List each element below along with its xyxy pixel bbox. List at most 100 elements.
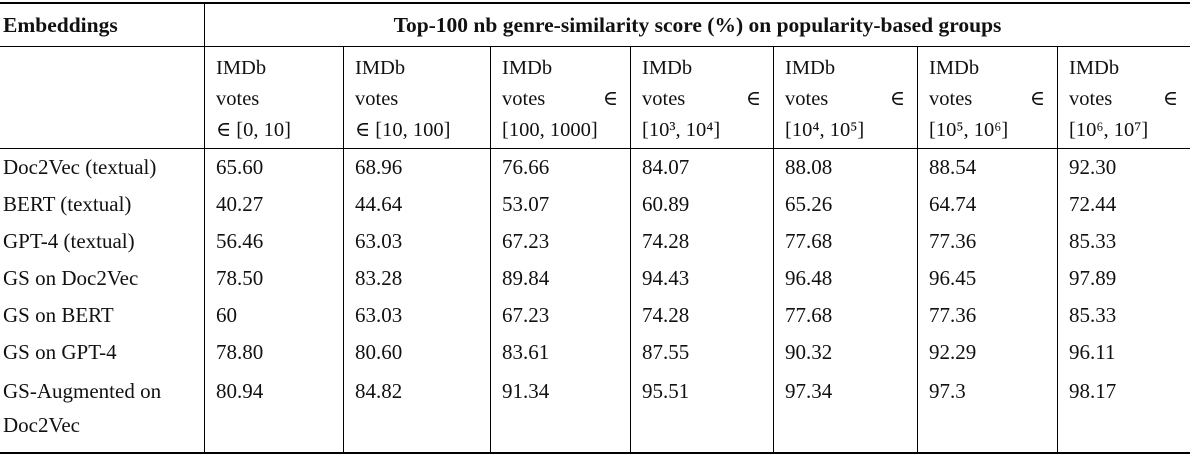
embeddings-column-header: Embeddings (0, 4, 204, 47)
column-header-line2-word: votes (785, 88, 829, 110)
column-header-line1: IMDb (502, 57, 553, 79)
row-label: GPT-4 (textual) (3, 229, 135, 253)
column-header-line2-word: votes (642, 88, 686, 110)
column-header-6: IMDb votes ∈ [10⁵, 10⁶] (917, 47, 1057, 149)
score-cell: 91.34 (490, 371, 630, 452)
score-cell: 65.26 (773, 186, 917, 223)
score-cell: 76.66 (490, 149, 630, 186)
score-cell: 97.3 (917, 371, 1057, 452)
column-header-line2: votes (355, 84, 478, 115)
score-cell: 67.23 (490, 297, 630, 334)
score-cell: 74.28 (630, 297, 773, 334)
score-cell: 77.68 (773, 297, 917, 334)
element-of-symbol: ∈ (745, 88, 761, 110)
score-cell: 77.36 (917, 297, 1057, 334)
row-label: Doc2Vec (textual) (3, 155, 157, 179)
score-cell: 53.07 (490, 186, 630, 223)
score-cell: 60.89 (630, 186, 773, 223)
column-header-range: [10⁶, 10⁷] (1069, 119, 1149, 141)
score-cell: 94.43 (630, 260, 773, 297)
element-of-symbol: ∈ (1162, 88, 1178, 110)
element-of-symbol: ∈ (889, 88, 905, 110)
score-cell: 84.82 (343, 371, 490, 452)
score-cell: 67.23 (490, 223, 630, 260)
score-cell: 63.03 (343, 297, 490, 334)
column-header-range: [10⁴, 10⁵] (785, 119, 865, 141)
element-of-symbol: ∈ (1029, 88, 1045, 110)
column-header-line2-word: votes (502, 88, 546, 110)
score-cell: 96.11 (1057, 334, 1190, 371)
column-header-7: IMDb votes ∈ [10⁶, 10⁷] (1057, 47, 1190, 149)
column-header-line2: votes ∈ (785, 84, 905, 115)
score-cell: 65.60 (204, 149, 343, 186)
score-cell: 97.34 (773, 371, 917, 452)
column-header-line2: votes ∈ (642, 84, 761, 115)
table-span-header: Top-100 nb genre-similarity score (%) on… (204, 4, 1190, 47)
column-header-3: IMDb votes ∈ [100, 1000] (490, 47, 630, 149)
score-cell: 84.07 (630, 149, 773, 186)
score-cell: 87.55 (630, 334, 773, 371)
score-cell: 63.03 (343, 223, 490, 260)
score-cell: 88.08 (773, 149, 917, 186)
column-header-range: [10⁵, 10⁶] (929, 119, 1009, 141)
score-cell: 83.28 (343, 260, 490, 297)
score-cell: 92.30 (1057, 149, 1190, 186)
score-cell: 85.33 (1057, 297, 1190, 334)
score-cell: 78.80 (204, 334, 343, 371)
score-cell: 64.74 (917, 186, 1057, 223)
column-header-2: IMDb votes ∈ [10, 100] (343, 47, 490, 149)
score-cell: 92.29 (917, 334, 1057, 371)
column-header-line1: IMDb (216, 57, 267, 79)
column-header-range: ∈ [0, 10] (216, 119, 291, 141)
column-header-range: [100, 1000] (502, 119, 598, 141)
score-cell: 95.51 (630, 371, 773, 452)
column-header-line2-word: votes (1069, 88, 1113, 110)
score-cell: 96.48 (773, 260, 917, 297)
column-header-range: [10³, 10⁴] (642, 119, 721, 141)
score-cell: 96.45 (917, 260, 1057, 297)
column-header-line1: IMDb (785, 57, 836, 79)
results-table: Embeddings Top-100 nb genre-similarity s… (0, 2, 1190, 454)
column-header-line1: IMDb (355, 57, 406, 79)
score-cell: 78.50 (204, 260, 343, 297)
element-of-symbol: ∈ (602, 88, 618, 110)
score-cell: 80.94 (204, 371, 343, 452)
column-header-line2-word: votes (216, 88, 260, 110)
row-label: GS on BERT (3, 303, 114, 327)
column-header-range: ∈ [10, 100] (355, 119, 451, 141)
score-cell: 89.84 (490, 260, 630, 297)
column-header-line2: votes ∈ (502, 84, 618, 115)
score-cell: 40.27 (204, 186, 343, 223)
score-cell: 97.89 (1057, 260, 1190, 297)
score-cell: 74.28 (630, 223, 773, 260)
row-label: GS on GPT-4 (3, 340, 117, 364)
score-cell: 98.17 (1057, 371, 1190, 452)
score-cell: 72.44 (1057, 186, 1190, 223)
subheader-spacer-cell (0, 47, 204, 149)
score-cell: 80.60 (343, 334, 490, 371)
row-label: GS on Doc2Vec (3, 266, 139, 290)
column-header-line2-word: votes (355, 88, 399, 110)
score-cell: 44.64 (343, 186, 490, 223)
column-header-line1: IMDb (642, 57, 693, 79)
column-header-1: IMDb votes ∈ [0, 10] (204, 47, 343, 149)
score-cell: 85.33 (1057, 223, 1190, 260)
column-header-4: IMDb votes ∈ [10³, 10⁴] (630, 47, 773, 149)
score-cell: 83.61 (490, 334, 630, 371)
score-cell: 60 (204, 297, 343, 334)
column-header-line1: IMDb (1069, 57, 1120, 79)
score-cell: 88.54 (917, 149, 1057, 186)
row-label: BERT (textual) (3, 192, 132, 216)
score-cell: 68.96 (343, 149, 490, 186)
column-header-line1: IMDb (929, 57, 980, 79)
row-label: GS-Augmented on Doc2Vec (3, 379, 162, 437)
column-header-line2-word: votes (929, 88, 973, 110)
score-cell: 77.68 (773, 223, 917, 260)
score-cell: 56.46 (204, 223, 343, 260)
score-cell: 90.32 (773, 334, 917, 371)
score-cell: 77.36 (917, 223, 1057, 260)
column-header-5: IMDb votes ∈ [10⁴, 10⁵] (773, 47, 917, 149)
column-header-line2: votes ∈ (929, 84, 1045, 115)
column-header-line2: votes ∈ (1069, 84, 1178, 115)
column-header-line2: votes (216, 84, 331, 115)
